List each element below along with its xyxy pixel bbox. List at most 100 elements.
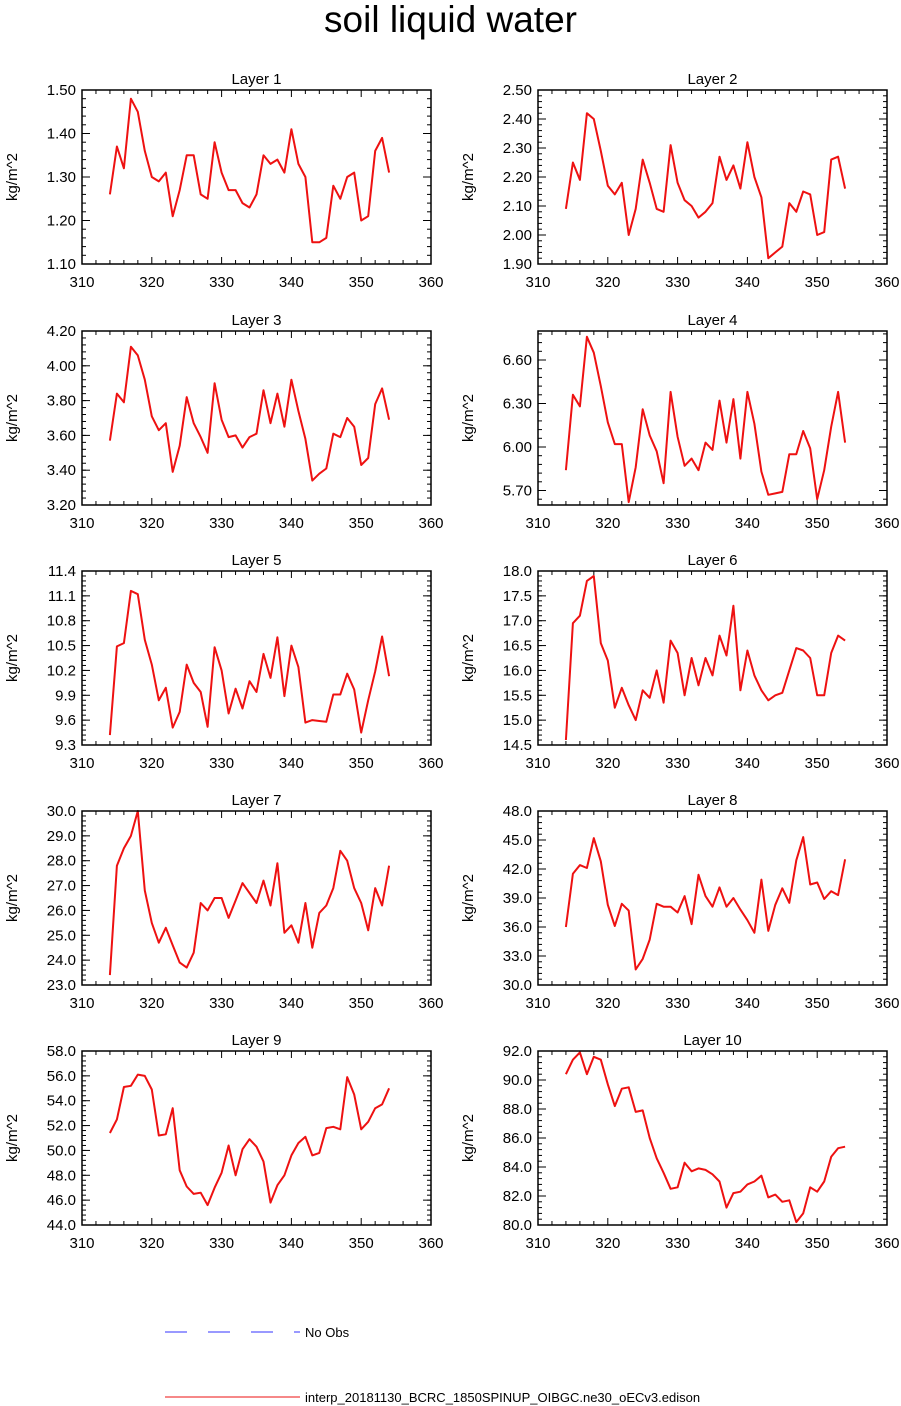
chart-title: Layer 9 <box>231 1032 281 1049</box>
x-tick-label: 310 <box>69 274 94 291</box>
y-tick-label: 48.0 <box>47 1167 76 1184</box>
y-axis-label: kg/m^2 <box>460 153 477 201</box>
x-tick-label: 310 <box>69 755 94 772</box>
x-tick-label: 340 <box>279 755 304 772</box>
x-tick-label: 330 <box>209 755 234 772</box>
x-tick-label: 340 <box>735 995 760 1012</box>
y-tick-label: 39.0 <box>503 890 532 907</box>
plot-frame <box>537 1050 888 1226</box>
y-tick-label: 2.40 <box>503 111 532 128</box>
y-tick-label: 1.90 <box>503 256 532 273</box>
plot-frame <box>81 810 432 986</box>
series-line <box>109 1073 391 1207</box>
y-tick-label: 84.0 <box>503 1159 532 1176</box>
x-tick-label: 320 <box>595 274 620 291</box>
x-tick-label: 310 <box>69 995 94 1012</box>
chart-panel-7: Layer 7 kg/m^2 310 320 330 340 350 360 23.0 24.0 2… <box>4 792 444 1012</box>
y-tick-label: 15.0 <box>503 712 532 729</box>
y-tick-label: 1.30 <box>47 169 76 186</box>
main-title: soil liquid water <box>324 0 577 40</box>
chart-title: Layer 4 <box>687 312 737 329</box>
plot-frame <box>81 89 432 265</box>
x-tick-label: 350 <box>805 995 830 1012</box>
x-tick-label: 310 <box>69 1235 94 1252</box>
legend-model-label: interp_20181130_BCRC_1850SPINUP_OIBGC.ne… <box>305 1390 700 1405</box>
x-tick-label: 360 <box>874 995 899 1012</box>
y-tick-label: 15.5 <box>503 687 532 704</box>
panels: Layer 1 kg/m^2 310 320 330 340 350 360 1.10 1.20 1… <box>4 71 900 1252</box>
y-axis-label: kg/m^2 <box>4 1114 21 1162</box>
chart-panel-10: Layer 10 kg/m^2 310 320 330 340 350 360 80.0 82.0… <box>460 1032 900 1252</box>
y-tick-label: 36.0 <box>503 919 532 936</box>
y-tick-label: 6.00 <box>503 439 532 456</box>
x-tick-label: 360 <box>418 995 443 1012</box>
chart-title: Layer 5 <box>231 552 281 569</box>
y-tick-label: 25.0 <box>47 927 76 944</box>
x-tick-label: 340 <box>735 1235 760 1252</box>
x-tick-label: 330 <box>209 1235 234 1252</box>
x-tick-label: 330 <box>209 515 234 532</box>
x-tick-label: 320 <box>595 1235 620 1252</box>
x-tick-label: 320 <box>139 515 164 532</box>
y-tick-label: 90.0 <box>503 1072 532 1089</box>
y-axis-label: kg/m^2 <box>460 394 477 442</box>
x-tick-label: 340 <box>279 274 304 291</box>
chart-title: Layer 6 <box>687 552 737 569</box>
x-tick-label: 320 <box>139 1235 164 1252</box>
x-tick-label: 350 <box>805 755 830 772</box>
y-tick-label: 48.0 <box>503 803 532 820</box>
plot-frame <box>81 1050 432 1226</box>
y-tick-label: 9.9 <box>55 687 76 704</box>
y-tick-label: 58.0 <box>47 1043 76 1060</box>
x-tick-label: 360 <box>874 515 899 532</box>
series-line <box>564 836 847 971</box>
y-tick-label: 6.30 <box>503 396 532 413</box>
y-tick-label: 82.0 <box>503 1188 532 1205</box>
chart-title: Layer 8 <box>687 792 737 809</box>
y-tick-label: 6.60 <box>503 352 532 369</box>
x-tick-label: 330 <box>209 274 234 291</box>
x-tick-label: 350 <box>349 274 374 291</box>
y-tick-label: 27.0 <box>47 878 76 895</box>
y-tick-label: 54.0 <box>47 1093 76 1110</box>
y-tick-label: 3.20 <box>47 497 76 514</box>
y-tick-label: 56.0 <box>47 1068 76 1085</box>
plot-frame <box>537 89 888 265</box>
x-tick-label: 320 <box>139 755 164 772</box>
y-tick-label: 11.1 <box>48 588 76 605</box>
y-tick-label: 16.5 <box>503 638 532 655</box>
chart-panel-3: Layer 3 kg/m^2 310 320 330 340 350 360 3.20 3.40 3… <box>4 312 444 532</box>
x-tick-label: 350 <box>805 274 830 291</box>
y-tick-label: 29.0 <box>47 828 76 845</box>
y-tick-label: 18.0 <box>503 563 532 580</box>
y-tick-label: 2.50 <box>503 82 532 99</box>
y-tick-label: 2.20 <box>503 169 532 186</box>
chart-title: Layer 7 <box>231 792 281 809</box>
x-tick-label: 360 <box>418 755 443 772</box>
y-tick-label: 10.2 <box>47 662 76 679</box>
y-tick-label: 42.0 <box>503 861 532 878</box>
plot-frame <box>537 810 888 986</box>
y-tick-label: 52.0 <box>47 1118 76 1135</box>
chart-panel-1: Layer 1 kg/m^2 310 320 330 340 350 360 1.10 1.20 1… <box>4 71 444 291</box>
y-tick-label: 33.0 <box>503 948 532 965</box>
x-tick-label: 320 <box>595 995 620 1012</box>
y-tick-label: 17.5 <box>503 588 532 605</box>
y-tick-label: 14.5 <box>503 737 532 754</box>
x-tick-label: 340 <box>735 274 760 291</box>
x-tick-label: 360 <box>874 1235 899 1252</box>
x-tick-label: 320 <box>139 995 164 1012</box>
plot-frame <box>537 330 888 506</box>
chart-title: Layer 3 <box>231 312 281 329</box>
x-tick-label: 330 <box>665 515 690 532</box>
x-tick-label: 310 <box>69 515 94 532</box>
chart-panel-2: Layer 2 kg/m^2 310 320 330 340 350 360 1.90 2.00 2… <box>460 71 900 291</box>
y-tick-label: 92.0 <box>503 1043 532 1060</box>
x-tick-label: 330 <box>665 995 690 1012</box>
plot-frame <box>537 570 888 746</box>
y-tick-label: 9.6 <box>55 712 76 729</box>
series-line <box>108 97 391 244</box>
y-tick-label: 1.10 <box>47 256 76 273</box>
x-tick-label: 350 <box>349 1235 374 1252</box>
